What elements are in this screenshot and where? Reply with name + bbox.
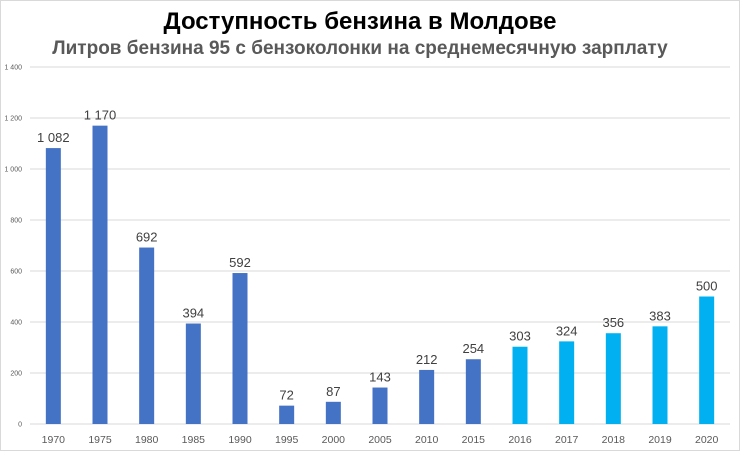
data-label: 592: [229, 255, 251, 270]
x-tick-label: 2010: [415, 434, 439, 446]
y-tick-label: 400: [10, 320, 22, 327]
chart-subtitle: Литров бензина 95 с бензоколонки на сред…: [52, 38, 668, 59]
data-label: 303: [509, 329, 531, 344]
bar: [465, 359, 481, 424]
bar: [699, 296, 715, 424]
x-tick-label: 1970: [42, 434, 66, 446]
x-tick-label: 2016: [508, 434, 532, 446]
bar: [559, 341, 575, 424]
bar: [605, 333, 621, 424]
bar: [419, 369, 435, 424]
x-tick-label: 2018: [602, 434, 626, 446]
data-label: 212: [416, 352, 438, 367]
y-tick-label: 0: [18, 422, 22, 429]
x-tick-label: 1995: [275, 434, 299, 446]
y-tick-label: 1 400: [4, 65, 22, 72]
data-label: 394: [182, 306, 204, 321]
x-tick-label: 2015: [462, 434, 486, 446]
x-tick-label: 1990: [228, 434, 252, 446]
bar: [45, 148, 61, 424]
data-label: 254: [462, 341, 484, 356]
x-tick-label: 2020: [695, 434, 719, 446]
data-label: 72: [279, 388, 293, 403]
x-tick-label: 2005: [368, 434, 392, 446]
x-tick-label: 1975: [88, 434, 112, 446]
y-tick-label: 1 200: [4, 116, 22, 123]
data-label: 500: [696, 279, 718, 294]
bar: [185, 323, 201, 424]
data-label: 1 170: [84, 108, 117, 123]
data-label: 692: [136, 230, 158, 245]
y-tick-label: 800: [10, 218, 22, 225]
bar: [92, 125, 108, 425]
x-tick-label: 1980: [135, 434, 159, 446]
data-label: 1 082: [37, 130, 70, 145]
bar: [325, 401, 341, 424]
x-tick-label: 2019: [648, 434, 672, 446]
x-tick-label: 2017: [555, 434, 579, 446]
x-tick-label: 2000: [322, 434, 346, 446]
bar: [139, 247, 155, 424]
y-tick-label: 1 000: [4, 167, 22, 174]
y-tick-label: 600: [10, 269, 22, 276]
bar: [512, 346, 528, 424]
data-label: 143: [369, 370, 391, 385]
data-label: 383: [649, 308, 671, 323]
data-label: 356: [602, 315, 624, 330]
bar: [372, 387, 388, 424]
data-label: 324: [556, 323, 578, 338]
y-tick-label: 200: [10, 371, 22, 378]
bar: [652, 326, 668, 424]
data-label: 87: [326, 384, 340, 399]
chart-title: Доступность бензина в Молдове: [163, 8, 557, 35]
bar: [279, 405, 295, 424]
bar: [232, 273, 248, 424]
x-tick-label: 1985: [182, 434, 206, 446]
